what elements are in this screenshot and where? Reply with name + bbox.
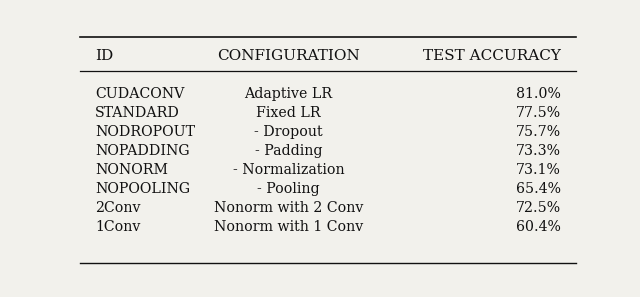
Text: CUDACONV: CUDACONV bbox=[95, 87, 184, 101]
Text: Nonorm with 2 Conv: Nonorm with 2 Conv bbox=[214, 201, 363, 215]
Text: Nonorm with 1 Conv: Nonorm with 1 Conv bbox=[214, 220, 363, 234]
Text: Adaptive LR: Adaptive LR bbox=[244, 87, 332, 101]
Text: NOPADDING: NOPADDING bbox=[95, 144, 189, 158]
Text: ID: ID bbox=[95, 49, 113, 63]
Text: 72.5%: 72.5% bbox=[516, 201, 561, 215]
Text: - Normalization: - Normalization bbox=[232, 163, 344, 177]
Text: 75.7%: 75.7% bbox=[516, 125, 561, 139]
Text: TEST ACCURACY: TEST ACCURACY bbox=[423, 49, 561, 63]
Text: 73.1%: 73.1% bbox=[516, 163, 561, 177]
Text: NONORM: NONORM bbox=[95, 163, 168, 177]
Text: 1Conv: 1Conv bbox=[95, 220, 140, 234]
Text: 81.0%: 81.0% bbox=[516, 87, 561, 101]
Text: CONFIGURATION: CONFIGURATION bbox=[217, 49, 360, 63]
Text: NODROPOUT: NODROPOUT bbox=[95, 125, 195, 139]
Text: STANDARD: STANDARD bbox=[95, 106, 180, 120]
Text: - Pooling: - Pooling bbox=[257, 182, 319, 196]
Text: 2Conv: 2Conv bbox=[95, 201, 140, 215]
Text: 65.4%: 65.4% bbox=[516, 182, 561, 196]
Text: 77.5%: 77.5% bbox=[516, 106, 561, 120]
Text: 60.4%: 60.4% bbox=[516, 220, 561, 234]
Text: NOPOOLING: NOPOOLING bbox=[95, 182, 190, 196]
Text: Fixed LR: Fixed LR bbox=[256, 106, 321, 120]
Text: - Dropout: - Dropout bbox=[254, 125, 323, 139]
Text: 73.3%: 73.3% bbox=[516, 144, 561, 158]
Text: - Padding: - Padding bbox=[255, 144, 322, 158]
